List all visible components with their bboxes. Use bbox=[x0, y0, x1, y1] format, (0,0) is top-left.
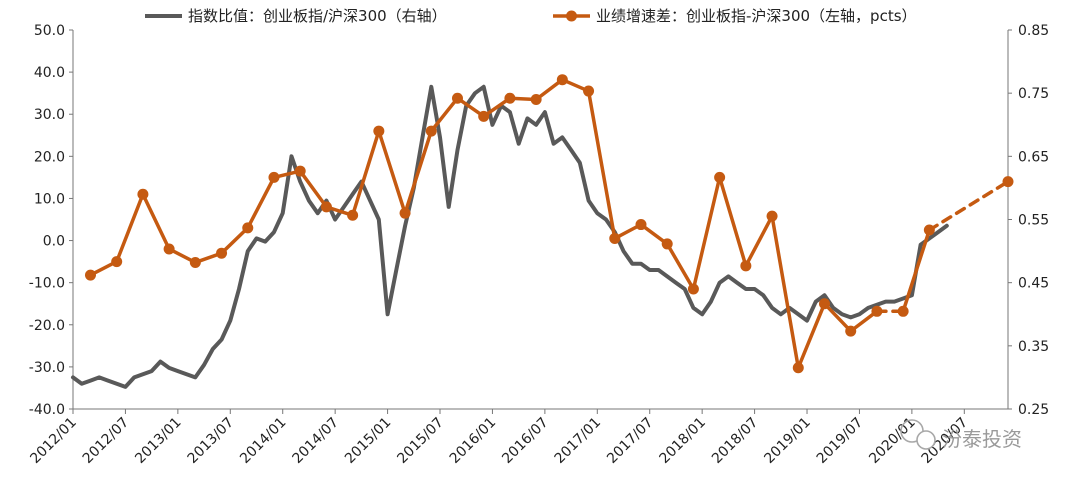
x-axis-tick-label: 2014/01 bbox=[237, 415, 289, 467]
x-axis-tick-label: 2012/07 bbox=[80, 415, 132, 467]
x-axis-tick-label: 2018/07 bbox=[709, 415, 761, 467]
growth-series-point bbox=[268, 171, 280, 183]
left-axis-tick-label: -40.0 bbox=[29, 402, 65, 418]
right-axis-tick-label: 0.65 bbox=[1018, 149, 1049, 165]
growth-series-point bbox=[1002, 176, 1014, 188]
left-axis-tick-label: 10.0 bbox=[34, 191, 65, 207]
growth-series-segment bbox=[927, 179, 1010, 232]
right-axis-tick-label: 0.25 bbox=[1018, 402, 1049, 418]
left-axis-tick-label: -10.0 bbox=[29, 276, 65, 292]
growth-series-point bbox=[216, 247, 228, 259]
left-axis-tick-label: 20.0 bbox=[34, 149, 65, 165]
growth-series-point bbox=[399, 207, 411, 219]
x-axis-tick-label: 2015/01 bbox=[342, 415, 394, 467]
growth-series-segment bbox=[114, 192, 145, 264]
x-axis-tick-label: 2017/01 bbox=[552, 415, 604, 467]
growth-series-point bbox=[845, 325, 857, 337]
growth-series-point bbox=[189, 256, 201, 268]
growth-series-point bbox=[347, 209, 359, 221]
growth-series-segment bbox=[141, 192, 171, 251]
wechat-logo-icon-bubble bbox=[916, 430, 936, 450]
x-axis-tick-label: 2016/07 bbox=[499, 415, 551, 467]
growth-series-point bbox=[137, 188, 149, 200]
growth-series-point bbox=[163, 243, 175, 255]
legend-ratio-label: 指数比值：创业板指/沪深300（右轴） bbox=[188, 7, 447, 25]
growth-series-point bbox=[818, 298, 830, 310]
x-axis-tick-label: 2019/01 bbox=[761, 415, 813, 467]
left-axis-tick-label: 40.0 bbox=[34, 65, 65, 81]
right-axis-tick-label: 0.55 bbox=[1018, 213, 1049, 229]
x-axis-tick-label: 2016/01 bbox=[447, 415, 499, 467]
growth-series-segment bbox=[586, 89, 617, 241]
growth-series-segment bbox=[744, 214, 774, 268]
growth-series-point bbox=[425, 125, 437, 137]
x-axis-tick-label: 2017/07 bbox=[604, 415, 656, 467]
growth-series-point bbox=[766, 210, 778, 222]
x-axis-tick-label: 2013/01 bbox=[132, 415, 184, 467]
watermark-text: 汾泰投资 bbox=[942, 427, 1022, 451]
growth-series bbox=[84, 74, 1014, 374]
growth-series-segment bbox=[429, 96, 460, 133]
x-axis-tick-label: 2019/07 bbox=[814, 415, 866, 467]
growth-series-point bbox=[478, 110, 490, 122]
left-axis-tick-label: -30.0 bbox=[29, 360, 65, 376]
growth-series-point bbox=[583, 85, 595, 97]
x-axis-tick-label: 2012/01 bbox=[27, 415, 79, 467]
x-axis-tick-label: 2014/07 bbox=[290, 415, 342, 467]
growth-series-segment bbox=[770, 214, 801, 370]
growth-series-segment bbox=[665, 242, 696, 291]
growth-series-segment bbox=[901, 228, 932, 314]
growth-series-point bbox=[897, 305, 909, 317]
growth-series-point bbox=[740, 260, 752, 272]
growth-series-point bbox=[373, 125, 385, 137]
left-axis-tick-label: -20.0 bbox=[29, 318, 65, 334]
right-axis-tick-label: 0.45 bbox=[1018, 276, 1049, 292]
growth-series-point bbox=[530, 93, 542, 105]
legend: 指数比值：创业板指/沪深300（右轴） 业绩增速差：创业板指-沪深300（左轴，p… bbox=[145, 7, 917, 25]
growth-series-point bbox=[871, 305, 883, 317]
legend-growth-label: 业绩增速差：创业板指-沪深300（左轴，pcts） bbox=[596, 7, 917, 25]
growth-series-point bbox=[923, 224, 935, 236]
growth-series-point bbox=[556, 74, 568, 86]
left-axis-tick-label: 30.0 bbox=[34, 107, 65, 123]
growth-series-segment bbox=[246, 175, 276, 230]
growth-series-point bbox=[687, 283, 699, 295]
left-axis-tick-label: 50.0 bbox=[34, 23, 65, 39]
right-axis-tick-label: 0.35 bbox=[1018, 339, 1049, 355]
x-axis-tick-label: 2020/01 bbox=[866, 415, 918, 467]
growth-series-point bbox=[714, 171, 726, 183]
x-axis-tick-label: 2018/01 bbox=[657, 415, 709, 467]
growth-series-point bbox=[661, 238, 673, 250]
growth-series-segment bbox=[717, 175, 748, 268]
growth-series-segment bbox=[298, 169, 329, 209]
right-axis-tick-label: 0.85 bbox=[1018, 23, 1049, 39]
legend-growth-marker bbox=[566, 10, 577, 22]
growth-series-segment bbox=[377, 129, 407, 215]
growth-series-point bbox=[84, 269, 96, 281]
growth-series-point bbox=[320, 201, 332, 213]
axes: -40.0 -30.0 -20.0 -10.0 0.0 10.0 20.0 30.0 40.0 5… bbox=[27, 23, 1049, 467]
growth-series-segment bbox=[691, 175, 722, 291]
growth-series-segment bbox=[822, 301, 853, 333]
growth-series-segment bbox=[350, 129, 381, 218]
watermark: 汾泰投资 bbox=[900, 419, 1022, 451]
growth-series-point bbox=[504, 92, 516, 104]
growth-series-point bbox=[242, 222, 254, 234]
growth-series-segment bbox=[796, 301, 827, 370]
growth-series-point bbox=[294, 165, 306, 177]
growth-series-point bbox=[792, 362, 804, 374]
ratio-series bbox=[71, 84, 949, 389]
x-axis-tick-label: 2013/07 bbox=[185, 415, 237, 467]
growth-series-point bbox=[635, 219, 647, 231]
ratio-series-line bbox=[71, 84, 949, 389]
left-axis-tick-label: 0.0 bbox=[43, 234, 65, 250]
growth-series-segment bbox=[219, 226, 250, 255]
right-axis-tick-label: 0.75 bbox=[1018, 86, 1049, 102]
growth-series-segment bbox=[403, 129, 434, 215]
growth-series-point bbox=[111, 256, 123, 268]
growth-series-point bbox=[609, 232, 621, 244]
growth-series-point bbox=[451, 92, 463, 104]
x-axis-tick-label: 2015/07 bbox=[394, 415, 446, 467]
